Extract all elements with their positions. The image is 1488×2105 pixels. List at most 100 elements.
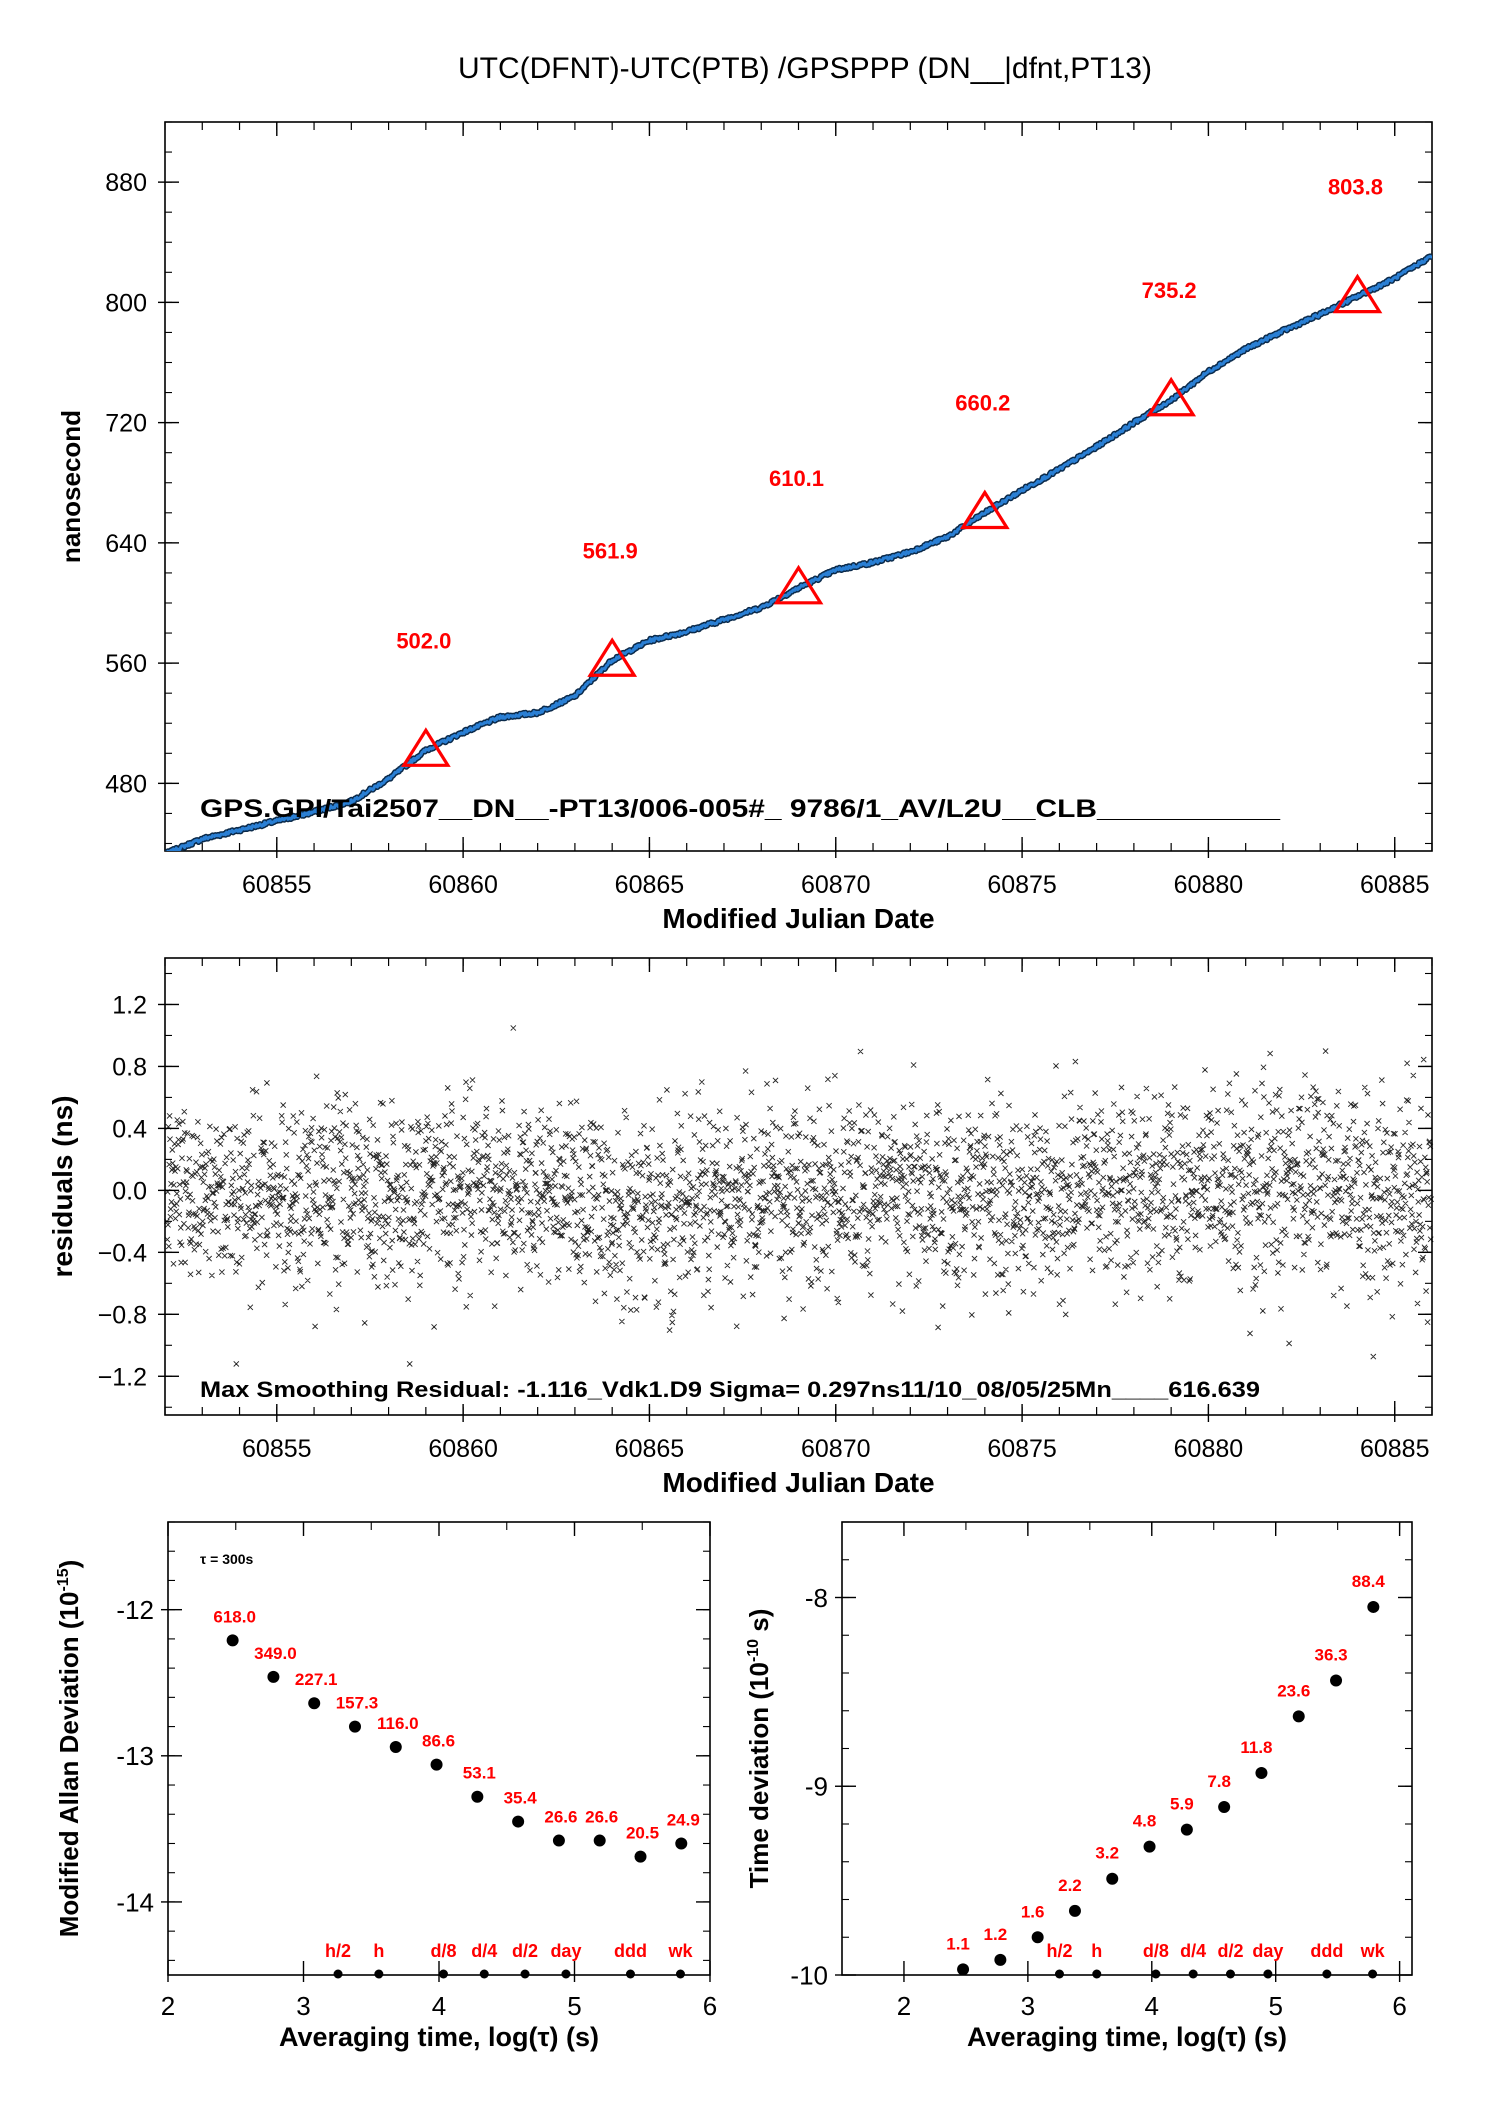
reference-mark-label: day — [550, 1941, 581, 1961]
deviation-point — [994, 1953, 1007, 1966]
reference-mark-label: d/8 — [1143, 1941, 1169, 1961]
deviation-point — [512, 1815, 525, 1828]
reference-mark-point — [1322, 1969, 1332, 1979]
deviation-value-label: 4.8 — [1133, 1812, 1157, 1831]
deviation-point — [226, 1634, 239, 1647]
triangle-marker — [400, 727, 451, 767]
deviation-point — [348, 1720, 361, 1733]
series-line-shadow — [165, 253, 1432, 851]
deviation-point — [634, 1850, 647, 1863]
y-tick-label: 1.2 — [112, 991, 147, 1019]
deviation-value-label: 11.8 — [1240, 1738, 1272, 1757]
reference-mark-label: h — [1091, 1941, 1102, 1961]
y-axis-label-exponent: -15 — [55, 1568, 72, 1591]
y-tick-label: 0.4 — [112, 1115, 147, 1143]
deviation-value-label: 618.0 — [213, 1607, 256, 1626]
deviation-value-label: 3.2 — [1095, 1844, 1119, 1863]
reference-mark-point — [1188, 1969, 1198, 1979]
reference-mark-point — [1368, 1969, 1378, 1979]
x-tick-label: 4 — [432, 1991, 446, 2021]
series-annotation: GPS.GPI/Tai2507__DN__-PT13/006-005#_ 978… — [200, 795, 1281, 823]
reference-mark-label: ddd — [1310, 1941, 1343, 1961]
y-axis-label-exponent: -10 — [745, 1639, 762, 1662]
marker-value-label: 803.8 — [1328, 175, 1383, 200]
deviation-point — [1367, 1600, 1380, 1613]
y-tick-label: −1.2 — [98, 1363, 147, 1391]
x-tick-label: 2 — [897, 1991, 911, 2021]
y-tick-label: -12 — [116, 1595, 154, 1625]
deviation-point — [389, 1741, 402, 1754]
reference-mark-label: wk — [667, 1941, 693, 1961]
y-tick-label: 0.8 — [112, 1053, 147, 1081]
reference-mark-label: wk — [1360, 1941, 1386, 1961]
deviation-point — [675, 1837, 688, 1850]
x-axis-label: Averaging time, log(τ) (s) — [967, 2022, 1287, 2052]
deviation-point — [267, 1670, 280, 1683]
x-tick-label: 60885 — [1360, 1435, 1430, 1463]
deviation-value-label: 7.8 — [1207, 1772, 1231, 1791]
deviation-point — [1068, 1904, 1081, 1917]
x-tick-label: 60870 — [801, 871, 871, 899]
marker-value-label: 561.9 — [583, 538, 638, 563]
y-tick-label: 720 — [105, 410, 147, 438]
deviation-point — [1218, 1801, 1231, 1814]
y-tick-label: -9 — [805, 1772, 828, 1802]
x-tick-label: 5 — [1268, 1991, 1282, 2021]
deviation-point — [552, 1834, 565, 1847]
reference-mark-point — [1225, 1969, 1235, 1979]
deviation-value-label: 88.4 — [1352, 1572, 1386, 1591]
marker-value-label: 610.1 — [769, 466, 824, 491]
y-axis-label: Time deviation (10-10 s) — [744, 1609, 774, 1889]
annotation-background — [192, 1370, 1272, 1404]
x-tick-label: 60855 — [242, 1435, 312, 1463]
y-tick-label: -13 — [116, 1741, 154, 1771]
reference-mark-point — [438, 1969, 448, 1979]
deviation-value-label: 227.1 — [295, 1670, 338, 1689]
x-tick-label: 6 — [1392, 1991, 1406, 2021]
reference-mark-point — [1092, 1969, 1102, 1979]
y-tick-label: -8 — [805, 1583, 828, 1613]
x-axis-label: Averaging time, log(τ) (s) — [279, 2022, 599, 2052]
y-tick-label: 560 — [105, 650, 147, 678]
series-line — [166, 254, 1432, 851]
y-axis-label-text: Time deviation (10 — [744, 1662, 774, 1888]
y-tick-label: 800 — [105, 289, 147, 317]
triangle-marker — [959, 489, 1010, 530]
deviation-value-label: 349.0 — [254, 1644, 297, 1663]
deviation-point — [1255, 1767, 1268, 1780]
triangle-marker — [1332, 273, 1383, 314]
y-axis-label-text: Modified Allan Deviation (10 — [54, 1592, 84, 1938]
y-tick-label: -10 — [790, 1960, 828, 1990]
deviation-value-label: 26.6 — [544, 1808, 577, 1827]
timing-chart-panel: 60855 60860 60865 60870 60875 60880 60885 480 56… — [56, 121, 1433, 934]
reference-mark-label: d/2 — [1217, 1941, 1243, 1961]
x-tick-label: 60860 — [428, 871, 498, 899]
reference-mark-point — [675, 1969, 685, 1979]
deviation-value-label: 24.9 — [667, 1810, 700, 1829]
y-axis-label: nanosecond — [56, 410, 86, 563]
y-tick-label: −0.4 — [98, 1239, 147, 1267]
residual-points — [163, 1025, 1435, 1367]
deviation-value-label: 1.1 — [946, 1934, 970, 1953]
x-tick-label: 60880 — [1174, 871, 1244, 899]
deviation-point — [957, 1963, 970, 1976]
reference-mark-label: d/4 — [471, 1941, 497, 1961]
y-tick-label: 480 — [105, 770, 147, 798]
reference-mark-point — [561, 1969, 571, 1979]
x-tick-label: 6 — [703, 1991, 717, 2021]
page-title: UTC(DFNT)-UTC(PTB) /GPSPPP (DN__|dfnt,PT… — [458, 52, 1152, 85]
reference-mark-point — [1151, 1969, 1161, 1979]
deviation-value-label: 23.6 — [1277, 1681, 1310, 1700]
deviation-point — [1292, 1710, 1305, 1723]
deviation-point — [471, 1790, 484, 1803]
x-tick-label: 60875 — [987, 1435, 1057, 1463]
deviation-value-label: 157.3 — [336, 1694, 379, 1713]
x-axis-label: Modified Julian Date — [662, 903, 934, 934]
reference-mark-label: d/2 — [512, 1941, 538, 1961]
y-tick-label: 640 — [105, 530, 147, 558]
deviation-value-label: 26.6 — [585, 1808, 618, 1827]
y-tick-label: −0.8 — [98, 1301, 147, 1329]
x-tick-label: 60870 — [801, 1435, 871, 1463]
deviation-point — [593, 1834, 606, 1847]
